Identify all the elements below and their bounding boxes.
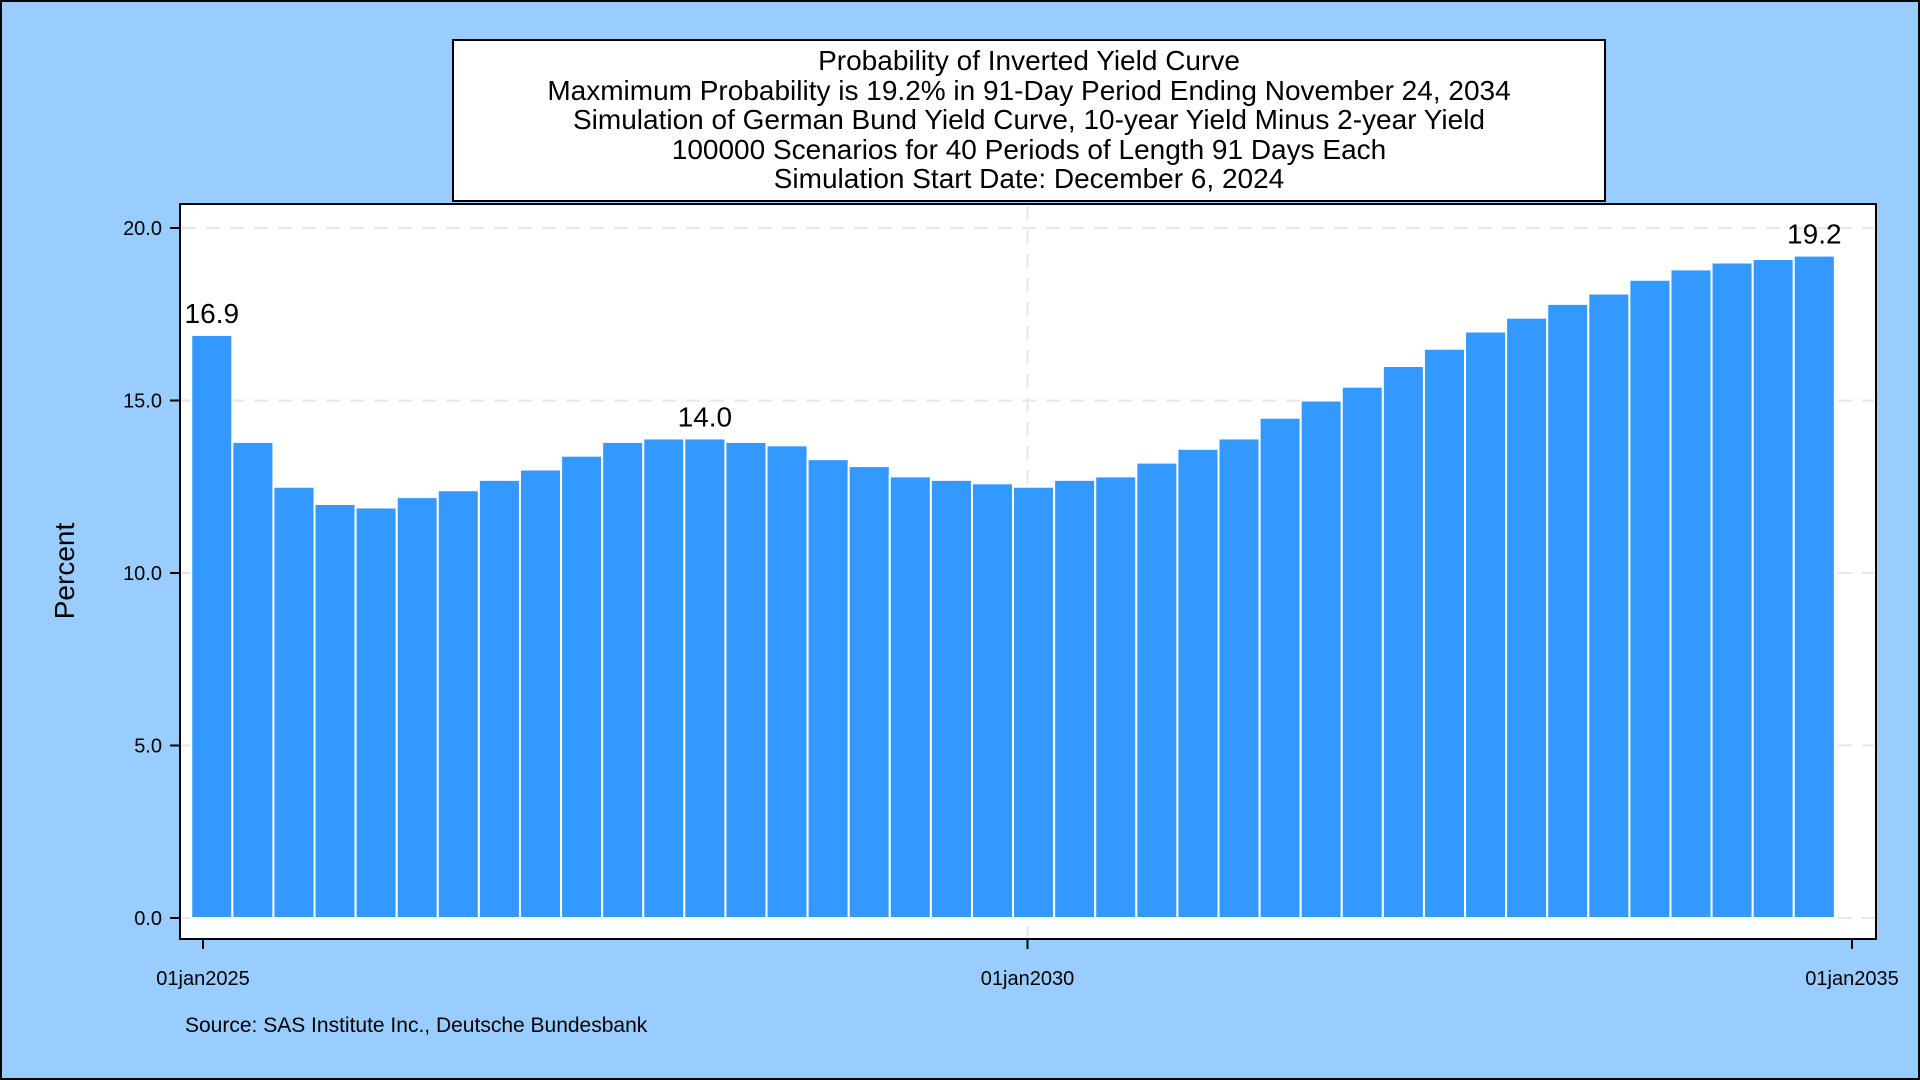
bar	[1669, 268, 1713, 919]
bar	[1546, 302, 1590, 919]
bar	[888, 475, 932, 919]
y-axis-title: Percent	[49, 523, 80, 620]
bar	[560, 454, 604, 919]
x-axis: 01jan2025 01jan2030 01jan2035	[156, 939, 1899, 990]
bar	[1135, 461, 1179, 919]
x-tick-label: 01jan2030	[981, 968, 1074, 990]
bar	[395, 496, 439, 919]
bar	[1587, 292, 1631, 919]
bar	[1792, 254, 1836, 920]
bar	[272, 485, 316, 919]
bar	[1012, 485, 1056, 919]
bar	[683, 437, 727, 919]
y-tick-label: 10.0	[123, 563, 162, 585]
bar	[806, 458, 850, 919]
bar	[477, 478, 521, 919]
chart-title: Probability of Inverted Yield Curve Maxm…	[547, 45, 1510, 194]
bar	[765, 444, 809, 919]
bar	[190, 333, 234, 919]
bar	[724, 440, 768, 919]
bar	[231, 440, 275, 919]
bar	[1053, 478, 1097, 919]
bar	[847, 465, 891, 919]
x-tick-label: 01jan2035	[1805, 968, 1898, 990]
bars	[190, 254, 1836, 920]
data-labels: 16.9 14.0 19.2	[185, 219, 1842, 433]
bar-value-label: 19.2	[1787, 219, 1842, 250]
title-line-2: Maxmimum Probability is 19.2% in 91-Day …	[547, 75, 1510, 106]
bar	[1505, 316, 1549, 919]
bar-value-label: 14.0	[678, 401, 733, 432]
bar	[518, 468, 563, 919]
bar	[929, 478, 973, 919]
bar	[436, 489, 480, 919]
bar	[1217, 437, 1261, 919]
bar	[1628, 278, 1672, 919]
title-line-3: Simulation of German Bund Yield Curve, 1…	[573, 104, 1485, 135]
bar	[1094, 475, 1138, 919]
bar	[1464, 330, 1508, 919]
title-box	[452, 39, 1606, 202]
bar	[313, 503, 357, 919]
y-tick-label: 15.0	[123, 391, 162, 413]
bar	[1751, 258, 1795, 919]
y-tick-label: 0.0	[134, 908, 162, 930]
y-tick-label: 5.0	[134, 736, 162, 758]
title-line-4: 100000 Scenarios for 40 Periods of Lengt…	[672, 134, 1386, 165]
title-line-1: Probability of Inverted Yield Curve	[818, 45, 1240, 76]
bar	[642, 437, 686, 919]
bar-value-label: 16.9	[185, 298, 240, 329]
bar	[970, 482, 1015, 919]
bar	[1422, 347, 1467, 919]
bar	[1176, 447, 1220, 919]
bar	[1381, 365, 1425, 919]
bar	[1340, 385, 1384, 919]
bar	[1710, 261, 1754, 919]
source-note: Source: SAS Institute Inc., Deutsche Bun…	[185, 1014, 648, 1037]
x-tick-label: 01jan2025	[156, 968, 249, 990]
y-tick-label: 20.0	[123, 218, 162, 240]
title-line-5: Simulation Start Date: December 6, 2024	[774, 163, 1284, 194]
y-axis: 0.0 5.0 10.0 15.0 20.0	[123, 218, 180, 930]
bar	[1299, 399, 1343, 919]
bar	[1258, 416, 1302, 919]
bar	[601, 440, 645, 919]
bar	[354, 506, 398, 919]
